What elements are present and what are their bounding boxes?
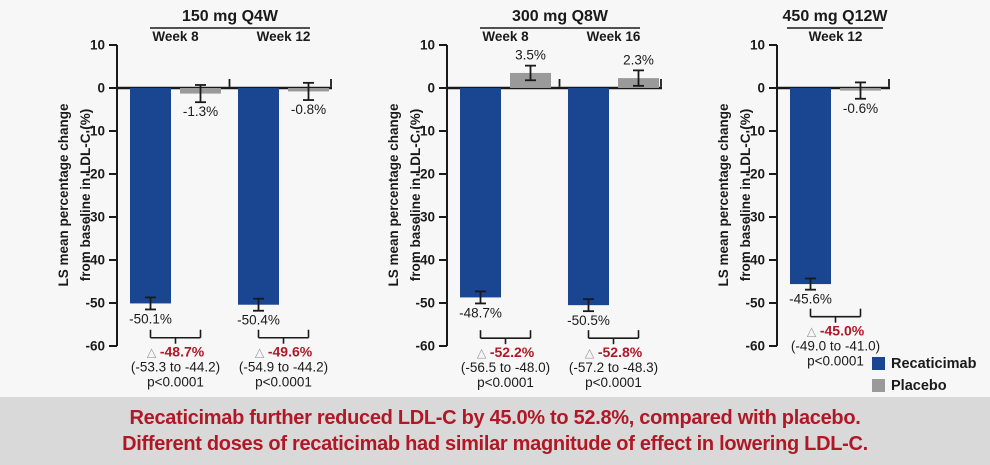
y-tick-label: -60: [85, 339, 105, 354]
p-value-label: p<0.0001: [807, 354, 864, 369]
error-bar: [253, 297, 264, 312]
banner-line-1: Recaticimab further reduced LDL-C by 45.…: [129, 407, 861, 429]
y-tick-label: -40: [415, 253, 435, 268]
week-header: Week 12: [257, 29, 311, 44]
y-tick-label: -40: [85, 253, 105, 268]
dose-title: 150 mg Q4W: [182, 8, 279, 25]
bar-value-label: -48.7%: [459, 305, 502, 320]
error-bar: [145, 296, 156, 311]
error-bar: [583, 298, 594, 313]
y-tick-label: -60: [745, 339, 765, 354]
recaticimab-bar: [790, 88, 831, 285]
legend-label-placebo: Placebo: [891, 378, 947, 394]
bar-value-label: -45.6%: [789, 292, 832, 307]
week-header: Week 12: [809, 29, 863, 44]
error-bar: [855, 81, 866, 100]
comparison-bracket: [479, 330, 532, 345]
recaticimab-bar: [238, 88, 279, 305]
delta-label: △ -52.8%: [585, 344, 643, 360]
bar-value-label: -50.5%: [567, 313, 610, 328]
ci-label: (-54.9 to -44.2): [239, 360, 328, 375]
comparison-bracket: [587, 330, 640, 345]
bar-value-label: -1.3%: [183, 104, 218, 119]
y-tick-label: -20: [85, 167, 105, 182]
bar-value-label: 3.5%: [515, 48, 546, 63]
y-tick-label: -10: [85, 124, 105, 139]
p-value-label: p<0.0001: [255, 375, 312, 390]
delta-label: △ -45.0%: [807, 323, 865, 339]
y-tick-label: -50: [85, 296, 105, 311]
bar-value-label: -0.6%: [843, 101, 878, 116]
p-value-label: p<0.0001: [477, 375, 534, 390]
y-axis-label-line1: LS mean percentage change: [716, 103, 731, 287]
y-tick-label: 10: [420, 38, 435, 53]
delta-label: △ -52.2%: [477, 344, 535, 360]
error-bar: [195, 84, 206, 104]
y-axis-label-line2: from baseline in LDL-C (%): [738, 109, 753, 282]
bar-value-label: 2.3%: [623, 52, 654, 67]
legend-swatch-placebo: [872, 379, 885, 392]
banner-line-2: Different doses of recaticimab had simil…: [122, 433, 868, 455]
y-axis-label-line2: from baseline in LDL-C (%): [78, 109, 93, 282]
ldl-c-change-figure: 150 mg Q4W 10 0 -10 -20 -30 -40 -50 -60 LS mean p…: [56, 8, 977, 394]
y-tick-label: -30: [415, 210, 435, 225]
bar-value-label: -50.1%: [129, 311, 172, 326]
recaticimab-bar: [568, 88, 609, 306]
y-tick-label: 10: [750, 38, 765, 53]
bar-value-label: -50.4%: [237, 313, 280, 328]
week-header: Week 8: [482, 29, 529, 44]
dose-title: 450 mg Q12W: [783, 8, 889, 25]
ci-label: (-57.2 to -48.3): [569, 360, 658, 375]
comparison-bracket: [257, 329, 310, 344]
delta-label: △ -48.7%: [147, 344, 205, 360]
summary-banner: Recaticimab further reduced LDL-C by 45.…: [0, 397, 990, 465]
p-value-label: p<0.0001: [585, 375, 642, 390]
error-bar: [525, 64, 536, 82]
y-axis-label-line1: LS mean percentage change: [56, 103, 71, 287]
ci-label: (-53.3 to -44.2): [131, 360, 220, 375]
y-tick-label: -40: [745, 253, 765, 268]
panel-150-mg-q4w: 150 mg Q4W 10 0 -10 -20 -30 -40 -50 -60 LS mean p…: [56, 8, 332, 390]
recaticimab-bar: [460, 88, 501, 298]
y-tick-label: 10: [90, 38, 105, 53]
bar-value-label: -0.8%: [291, 102, 326, 117]
legend-label-recaticimab: Recaticimab: [891, 356, 977, 372]
panel-450-mg-q12w: 450 mg Q12W 10 0 -10 -20 -30 -40 -50 -60 LS mean …: [716, 8, 977, 394]
week-header: Week 8: [152, 29, 199, 44]
p-value-label: p<0.0001: [147, 375, 204, 390]
y-tick-label: -30: [85, 210, 105, 225]
y-tick-label: -30: [745, 210, 765, 225]
y-tick-label: -10: [415, 124, 435, 139]
comparison-bracket: [149, 329, 202, 344]
y-tick-label: -20: [745, 167, 765, 182]
legend: Recaticimab Placebo: [872, 356, 977, 394]
error-bar: [805, 277, 816, 291]
panel-300-mg-q8w: 300 mg Q8W 10 0 -10 -20 -30 -40 -50 -60 LS mean p…: [386, 8, 662, 390]
y-tick-label: 0: [427, 81, 435, 96]
error-bar: [475, 290, 486, 305]
y-axis-label-line1: LS mean percentage change: [386, 103, 401, 287]
ci-label: (-49.0 to -41.0): [791, 339, 880, 354]
recaticimab-bar: [130, 88, 171, 304]
error-bar: [303, 81, 314, 101]
y-axis-label-line2: from baseline in LDL-C (%): [408, 109, 423, 282]
comparison-bracket: [809, 308, 862, 323]
delta-label: △ -49.6%: [255, 344, 313, 360]
week-header: Week 16: [587, 29, 641, 44]
y-tick-label: 0: [757, 81, 765, 96]
y-tick-label: -50: [745, 296, 765, 311]
y-tick-label: -20: [415, 167, 435, 182]
y-tick-label: 0: [97, 81, 105, 96]
error-bar: [633, 69, 644, 87]
y-tick-label: -10: [745, 124, 765, 139]
y-tick-label: -50: [415, 296, 435, 311]
y-tick-label: -60: [415, 339, 435, 354]
legend-swatch-recaticimab: [872, 357, 885, 370]
dose-title: 300 mg Q8W: [512, 8, 609, 25]
ci-label: (-56.5 to -48.0): [461, 360, 550, 375]
